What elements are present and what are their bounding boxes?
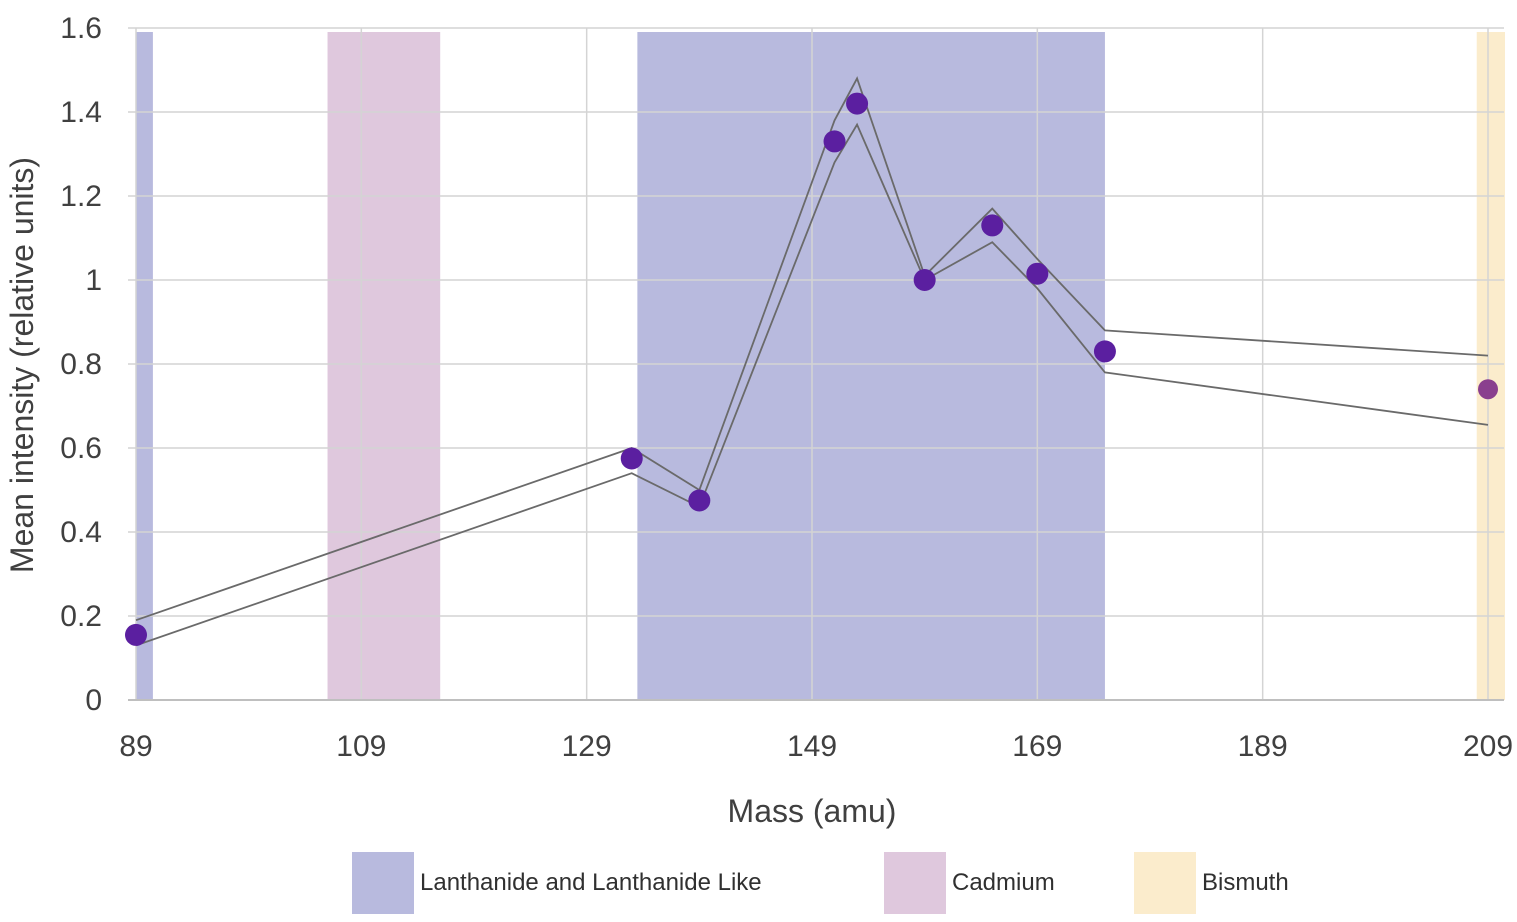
data-point-5 [913,269,936,291]
y-tick-label-5: 1 [85,264,102,297]
legend-item-cadmium: Cadmium [884,850,1055,916]
tick-labels: 0 0.2 0.4 0.6 0.8 1 1.2 1.4 1.6 89 109 129 149 169 189… [60,12,1513,763]
ci-lower-line-0 [135,122,1489,647]
legend-label-cadmium: Cadmium [952,869,1055,896]
x-axis-title: Mass (amu) [728,793,897,829]
y-axis-title: Mean intensity (relative units) [4,157,40,573]
y-tick-label-3: 0.6 [60,432,102,465]
y-tick-label-8: 1.6 [60,12,102,45]
band-0-1 [637,32,1105,700]
legend: Lanthanide and Lanthanide Like Cadmium B… [0,850,1517,916]
y-tick-label-1: 0.2 [60,600,102,633]
legend-item-lanthanide: Lanthanide and Lanthanide Like [352,850,762,916]
data-point-4 [846,92,869,115]
y-tick-label-2: 0.4 [60,516,102,549]
x-tick-label-5: 189 [1238,730,1288,763]
legend-swatch-bismuth [1134,852,1196,914]
data-point-0 [125,623,147,646]
y-tick-label-6: 1.2 [60,180,102,213]
y-tick-label-0: 0 [85,684,102,717]
data-point-1 [620,447,643,470]
y-tick-label-4: 0.8 [60,348,102,381]
band-1-0 [327,32,441,700]
y-tick-label-7: 1.4 [60,96,102,129]
legend-label-bismuth: Bismuth [1202,869,1289,896]
x-tick-label-2: 129 [562,730,612,763]
confidence-lines [135,76,1489,647]
x-tick-label-1: 109 [336,730,386,763]
data-point-6 [981,214,1004,237]
data-point-7 [1026,262,1049,285]
band-layer [136,32,1505,700]
legend-item-bismuth: Bismuth [1134,850,1289,916]
data-point-2 [688,489,711,512]
grid-layer [128,27,1504,701]
x-tick-label-0: 89 [119,730,152,763]
band-0-0 [136,32,153,700]
data-point-3 [823,130,846,153]
ci-upper-line-0 [135,76,1489,622]
x-tick-label-3: 149 [787,730,837,763]
data-points [125,92,1498,646]
band-2-0 [1476,32,1505,700]
data-point-9 [1478,379,1498,400]
legend-label-lanthanide: Lanthanide and Lanthanide Like [420,869,762,896]
x-tick-label-4: 169 [1012,730,1062,763]
legend-swatch-lanthanide [352,852,414,914]
x-tick-label-6: 209 [1463,730,1513,763]
data-point-8 [1093,340,1116,363]
legend-swatch-cadmium [884,852,946,914]
